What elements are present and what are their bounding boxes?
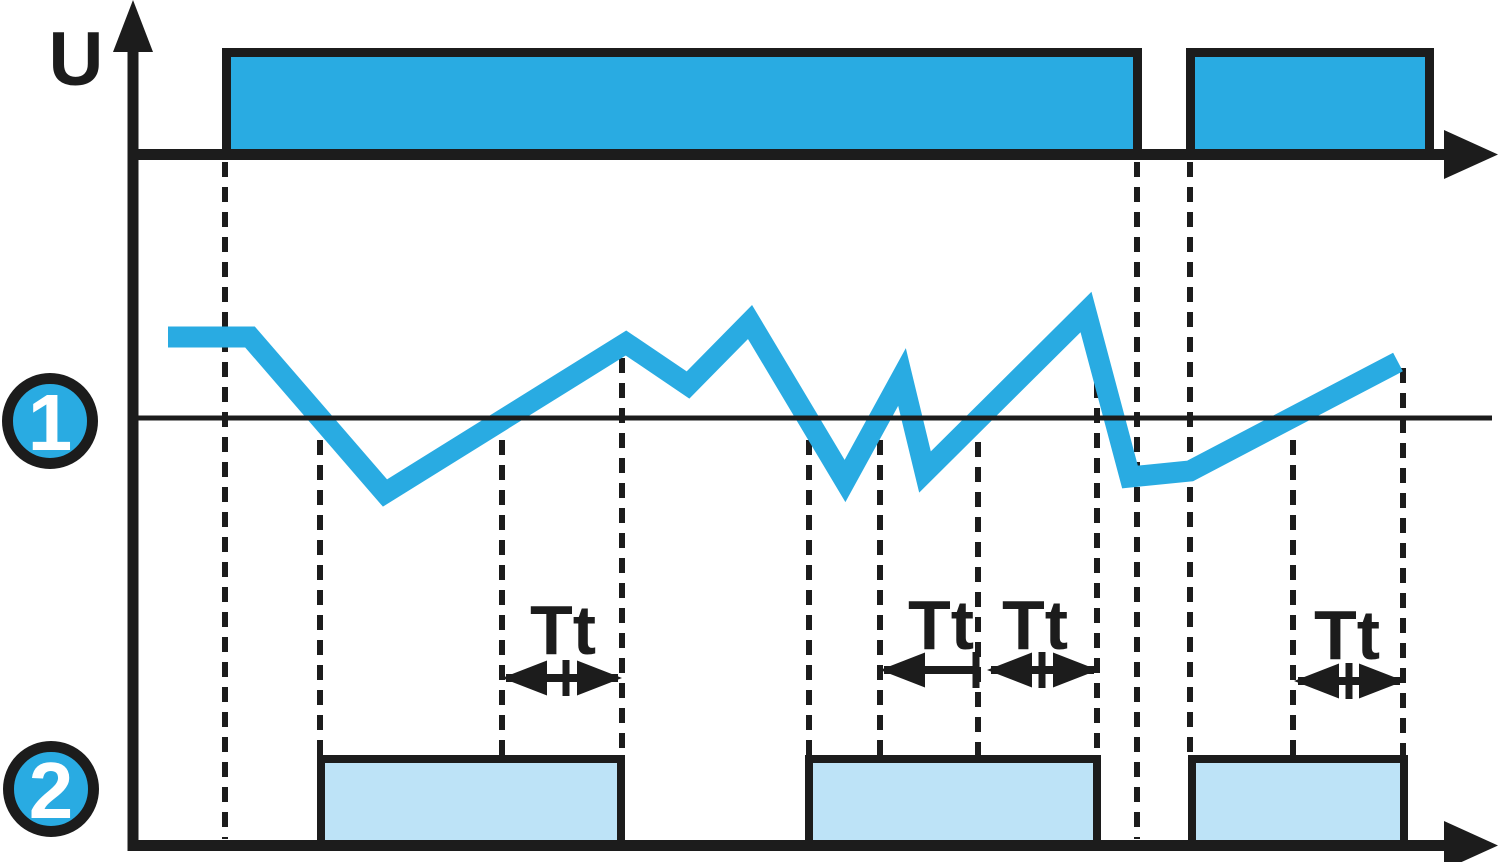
delay-arrowhead-right-icon (1359, 663, 1404, 699)
delay-arrowhead-right-icon (1053, 652, 1098, 688)
supply-pulses-group (222, 48, 1434, 158)
delay-marker: Tt (987, 586, 1098, 688)
delay-arrowhead-left-icon (502, 660, 547, 696)
bottom-time-axis-line (127, 840, 1450, 851)
output-pulse (805, 755, 1101, 848)
y-axis-arrowhead-icon (113, 0, 153, 52)
axes-group (113, 0, 1498, 862)
badge-number: 1 (28, 378, 73, 467)
delay-arrow-tick (972, 652, 980, 688)
event-lines-group (222, 162, 1406, 839)
supply-pulse (1186, 48, 1434, 158)
delay-arrow-tick (562, 660, 570, 696)
delay-arrowhead-right-icon (577, 660, 622, 696)
delay-marker: Tt (1294, 596, 1404, 699)
output-pulse (1188, 755, 1408, 848)
output-pulse (317, 755, 625, 848)
top-time-axis-arrowhead-icon (1444, 130, 1498, 179)
sensor-signal-group (168, 291, 1403, 507)
delay-arrow-tick (1038, 652, 1046, 688)
delay-arrowhead-left-icon (880, 652, 925, 688)
supply-pulse (222, 48, 1142, 158)
delay-label: Tt (1002, 586, 1068, 664)
sensor-signal-line (168, 291, 1403, 507)
delay-markers-group: Tt Tt Tt Tt (502, 586, 1404, 699)
badge-number: 2 (29, 746, 74, 835)
delay-arrow-tick (1345, 663, 1353, 699)
bottom-time-axis-arrowhead-icon (1444, 821, 1498, 862)
delay-label: Tt (1314, 596, 1380, 674)
badge-circle (2, 373, 98, 469)
channel-badge-1: 1 (2, 373, 98, 469)
badge-circle (3, 741, 99, 837)
delay-label: Tt (530, 591, 596, 669)
y-axis-line (127, 40, 139, 851)
delay-marker: Tt (880, 586, 980, 688)
top-time-axis-line (127, 149, 1450, 160)
delay-arrowhead-left-icon (987, 652, 1032, 688)
channel-badge-2: 2 (3, 741, 99, 837)
delay-label: Tt (908, 586, 974, 664)
output-pulses-group (317, 755, 1408, 848)
delay-marker: Tt (502, 591, 622, 696)
voltage-axis-label: U (49, 17, 104, 102)
delay-arrowhead-left-icon (1294, 663, 1339, 699)
